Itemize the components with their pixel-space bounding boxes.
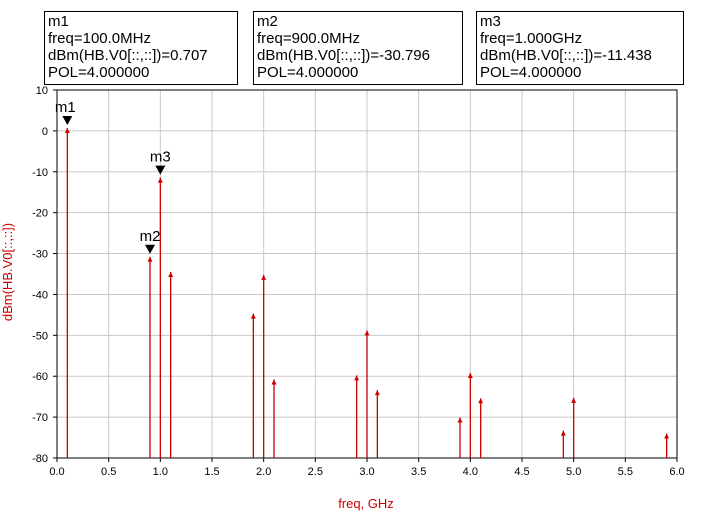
spectral-line — [261, 274, 267, 458]
grid — [53, 89, 678, 462]
spectral-line — [457, 417, 463, 458]
marker-label: m1 — [55, 99, 76, 116]
y-tick-label: -60 — [32, 371, 48, 383]
x-tick-label: 0.0 — [49, 466, 64, 478]
x-tick-label: 6.0 — [669, 466, 684, 478]
spectral-line — [271, 379, 277, 458]
spectral-line — [64, 127, 70, 458]
marker-pol: POL=4.000000 — [257, 64, 359, 81]
spectral-lines — [64, 127, 670, 458]
spectral-line — [478, 398, 484, 458]
marker-m3: m3 — [150, 149, 171, 175]
x-tick-label: 2.5 — [308, 466, 323, 478]
y-tick-label: -10 — [32, 167, 48, 179]
spectral-line-tip — [467, 372, 473, 378]
y-axis-label: dBm(HB.V0[::,::]) — [0, 223, 15, 321]
y-tick-label: -40 — [32, 289, 48, 301]
spectral-line-tip — [168, 271, 174, 277]
marker-freq: freq=900.0MHz — [257, 30, 360, 47]
marker-name: m1 — [48, 13, 69, 30]
y-tick-label: -80 — [32, 453, 48, 465]
spectral-line — [364, 330, 370, 458]
tick-labels: 0.0 0.5 1.0 1.5 2.0 2.5 3.0 3.5 4.0 4.5 5.0 5.5 6.0 1… — [32, 85, 685, 478]
spectral-line-tip — [64, 127, 70, 133]
spectral-line-tip — [354, 375, 360, 381]
x-axis-label: freq, GHz — [338, 496, 394, 511]
marker-triangle-icon — [155, 165, 166, 175]
spectral-line — [157, 177, 163, 458]
spectral-line — [354, 375, 360, 458]
marker-label: m2 — [140, 228, 161, 245]
spectral-line — [560, 430, 566, 458]
spectral-line-tip — [147, 256, 153, 262]
y-tick-label: -30 — [32, 249, 48, 261]
x-tick-label: 4.5 — [514, 466, 529, 478]
y-tick-label: 0 — [42, 126, 48, 138]
marker-m3-readout: m3 freq=1.000GHz dBm(HB.V0[::,::])=-11.4… — [476, 11, 684, 85]
spectral-line — [168, 271, 174, 458]
spectral-line — [571, 397, 577, 458]
marker-m1-readout: m1 freq=100.0MHz dBm(HB.V0[::,::])=0.707… — [44, 11, 238, 85]
spectral-line — [664, 433, 670, 458]
spectral-line-tip — [271, 379, 277, 385]
spectral-line-tip — [457, 417, 463, 423]
spectral-line-tip — [261, 274, 267, 280]
marker-value: dBm(HB.V0[::,::])=-11.438 — [480, 47, 652, 64]
marker-pol: POL=4.000000 — [48, 64, 150, 81]
marker-m2-readout: m2 freq=900.0MHz dBm(HB.V0[::,::])=-30.7… — [253, 11, 463, 85]
x-tick-label: 4.0 — [463, 466, 478, 478]
marker-value: dBm(HB.V0[::,::])=0.707 — [48, 47, 208, 64]
spectral-line-tip — [560, 430, 566, 436]
spectral-line-tip — [250, 313, 256, 319]
marker-freq: freq=1.000GHz — [480, 30, 583, 47]
marker-triangle-icon — [62, 115, 73, 125]
marker-name: m2 — [257, 13, 278, 30]
spectral-line-tip — [157, 177, 163, 183]
spectral-line-tip — [571, 397, 577, 403]
marker-freq: freq=100.0MHz — [48, 30, 151, 47]
marker-pol: POL=4.000000 — [480, 64, 582, 81]
marker-triangle-icon — [145, 244, 155, 254]
spectral-line — [467, 372, 473, 458]
spectral-line — [147, 256, 153, 458]
marker-m2: m2 — [140, 228, 161, 254]
marker-label: m3 — [150, 149, 171, 166]
marker-m1: m1 — [55, 99, 76, 125]
marker-name: m3 — [480, 13, 501, 30]
spectral-line-tip — [364, 330, 370, 336]
marker-value: dBm(HB.V0[::,::])=-30.796 — [257, 47, 430, 64]
y-tick-label: -70 — [32, 412, 48, 424]
x-tick-label: 3.0 — [359, 466, 374, 478]
x-tick-label: 3.5 — [411, 466, 426, 478]
x-tick-label: 1.0 — [153, 466, 168, 478]
markers: m1 m2 m3 — [55, 99, 171, 254]
spectral-line — [250, 313, 256, 458]
y-tick-label: 10 — [36, 85, 48, 97]
x-tick-label: 2.0 — [256, 466, 271, 478]
x-tick-label: 1.5 — [204, 466, 219, 478]
spectral-line-tip — [664, 433, 670, 439]
y-tick-label: -50 — [32, 330, 48, 342]
x-tick-label: 5.5 — [618, 466, 633, 478]
x-tick-label: 5.0 — [566, 466, 581, 478]
spectral-line-tip — [478, 398, 484, 404]
spectral-line-tip — [374, 390, 380, 396]
y-tick-label: -20 — [32, 208, 48, 220]
x-tick-label: 0.5 — [101, 466, 116, 478]
spectral-line — [374, 390, 380, 458]
